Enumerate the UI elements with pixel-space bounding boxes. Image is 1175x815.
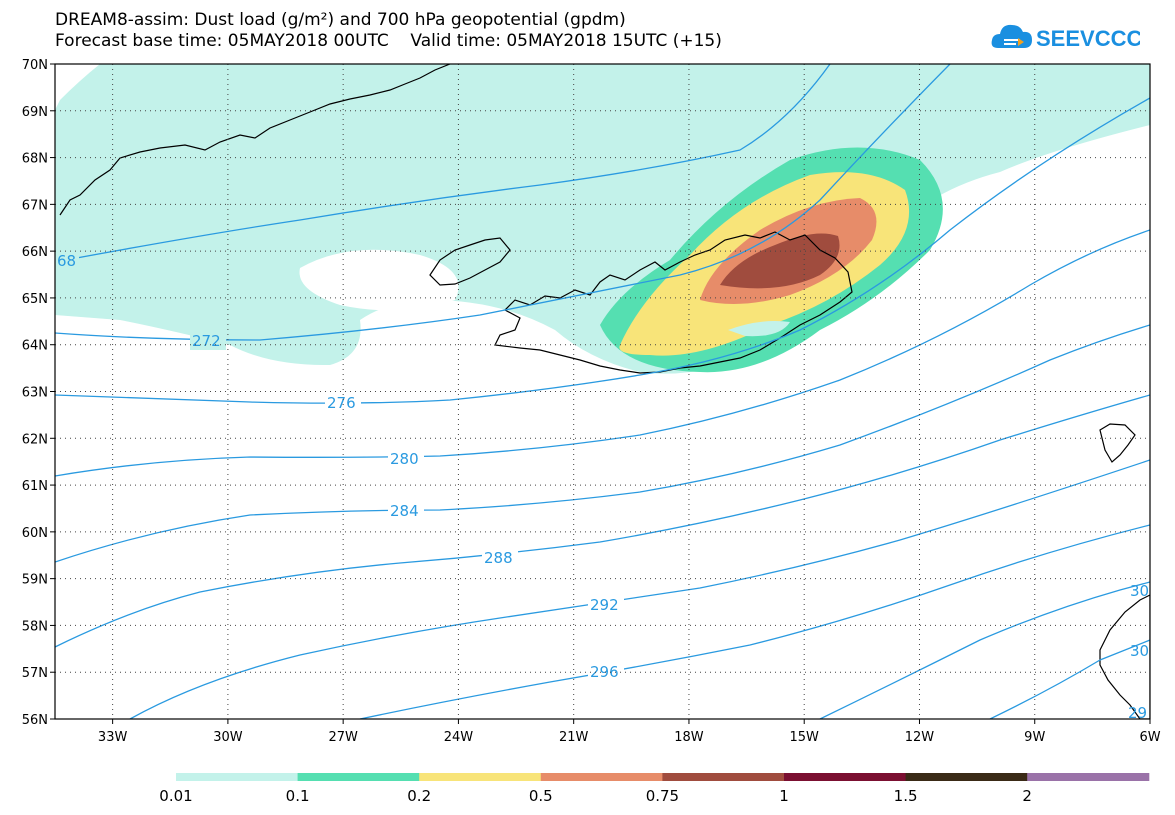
lon-tick-label: 9W	[1024, 730, 1045, 745]
colorbar-label: 0.75	[646, 787, 679, 805]
lon-tick-label: 15W	[790, 730, 820, 745]
colorbar-swatch	[662, 773, 785, 781]
contour-label: 30	[1130, 582, 1149, 600]
contour-300	[819, 581, 1150, 719]
lat-tick-label: 59N	[22, 573, 48, 588]
greenland-coast	[59, 64, 451, 216]
lat-tick-label: 70N	[22, 58, 48, 73]
contour-288	[55, 394, 1150, 648]
lat-tick-label: 65N	[22, 292, 48, 307]
chart-subtitle: Forecast base time: 05MAY2018 00UTC Vali…	[55, 31, 722, 51]
contour-296	[359, 524, 1150, 719]
lat-tick-label: 58N	[22, 619, 48, 634]
contour-304	[989, 639, 1150, 719]
colorbar-swatch	[540, 773, 663, 781]
lat-tick-label: 63N	[22, 386, 48, 401]
contour-label: 30	[1130, 642, 1149, 660]
lat-tick-label: 62N	[22, 432, 48, 447]
contour-272	[55, 64, 951, 341]
contour-label: 292	[590, 596, 619, 614]
dust-area-0.75	[720, 233, 840, 289]
colorbar-label: 0.5	[529, 787, 553, 805]
colorbar-label: 0.1	[286, 787, 310, 805]
contour-label: 272	[192, 332, 221, 350]
contour-280	[55, 229, 1150, 477]
contour-label: 280	[390, 450, 419, 468]
chart-title: DREAM8-assim: Dust load (g/m²) and 700 h…	[55, 10, 626, 30]
lat-tick-label: 64N	[22, 339, 48, 354]
contour-268	[55, 64, 831, 263]
contour-276	[55, 97, 1150, 404]
lon-tick-label: 24W	[444, 730, 474, 745]
colorbar-swatch	[905, 773, 1028, 781]
lon-tick-label: 21W	[559, 730, 589, 745]
contour-label: 296	[590, 663, 619, 681]
colorbar-swatch	[297, 773, 420, 781]
contour-label: 68	[57, 252, 76, 270]
contour-label: 288	[484, 549, 513, 567]
colorbar-label: 2	[1022, 787, 1032, 805]
faroe-coast	[1099, 423, 1136, 463]
contour-label: 276	[327, 394, 356, 412]
lat-tick-label: 56N	[22, 713, 48, 728]
lat-tick-label: 60N	[22, 526, 48, 541]
colorbar-swatch	[1027, 773, 1150, 781]
lat-tick-label: 57N	[22, 666, 48, 681]
colorbar-label: 1.5	[894, 787, 918, 805]
lon-tick-label: 30W	[213, 730, 243, 745]
lat-tick-label: 68N	[22, 152, 48, 167]
colorbar-label: 0.2	[407, 787, 431, 805]
westfjords-coast	[429, 237, 511, 286]
colorbar-swatch	[784, 773, 907, 781]
lat-tick-label: 61N	[22, 479, 48, 494]
contour-284	[55, 324, 1150, 563]
contour-label: 284	[390, 502, 419, 520]
lat-tick-label: 66N	[22, 245, 48, 260]
cloud-icon	[991, 24, 1032, 48]
lat-tick-label: 67N	[22, 198, 48, 213]
colorbar-label: 0.01	[159, 787, 192, 805]
lon-tick-label: 12W	[905, 730, 935, 745]
lon-tick-label: 6W	[1139, 730, 1160, 745]
lon-tick-label: 33W	[98, 730, 128, 745]
lon-tick-label: 27W	[328, 730, 358, 745]
scotland-coast	[1099, 594, 1150, 719]
contour-label: 29	[1128, 704, 1147, 722]
colorbar-swatch	[176, 773, 299, 781]
colorbar-swatch	[419, 773, 542, 781]
lat-tick-label: 69N	[22, 105, 48, 120]
seevccc-logo: SEEVCCC	[991, 24, 1140, 51]
logo-text: SEEVCCC	[1036, 26, 1140, 51]
colorbar-label: 1	[779, 787, 789, 805]
lon-tick-label: 18W	[674, 730, 704, 745]
